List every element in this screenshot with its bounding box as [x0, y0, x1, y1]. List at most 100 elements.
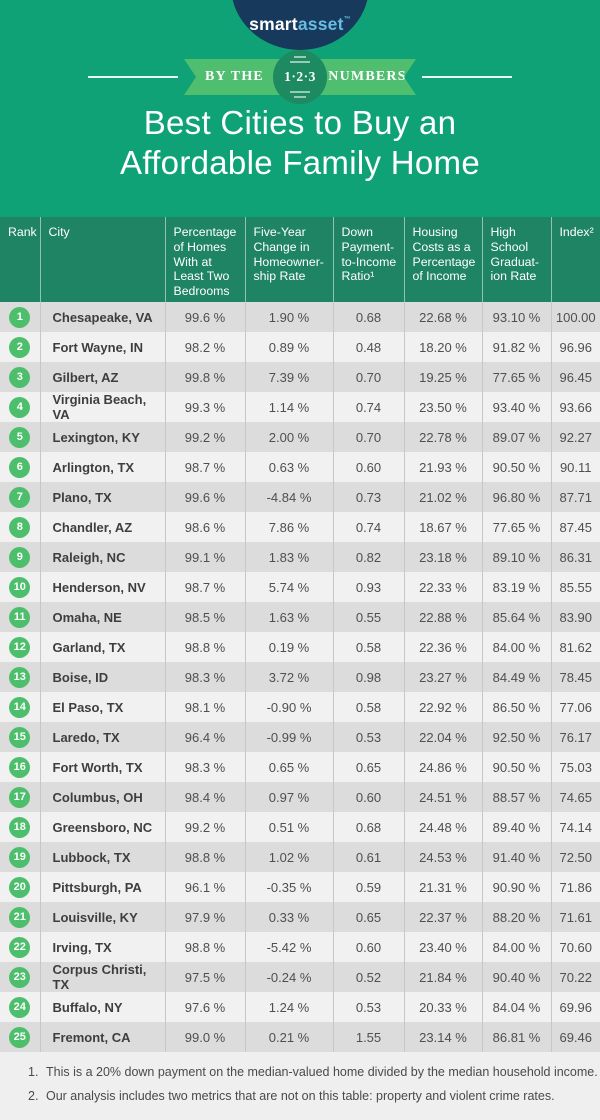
index-cell: 86.31: [551, 542, 600, 572]
rank-badge: 14: [9, 696, 31, 718]
pct-two-bedrooms-cell: 99.1 %: [165, 542, 246, 572]
five-year-change-cell: 7.86 %: [245, 512, 334, 542]
rank-cell: 13: [0, 662, 41, 692]
down-payment-ratio-cell: 0.58: [333, 632, 405, 662]
down-payment-ratio-cell: 0.60: [333, 932, 405, 962]
city-cell: Omaha, NE: [40, 602, 166, 632]
rank-cell: 2: [0, 332, 41, 362]
housing-costs-cell: 24.51 %: [404, 782, 483, 812]
down-payment-ratio-cell: 0.61: [333, 842, 405, 872]
down-payment-ratio-cell: 1.55: [333, 1022, 405, 1052]
housing-costs-cell: 18.20 %: [404, 332, 483, 362]
housing-costs-cell: 18.67 %: [404, 512, 483, 542]
pct-two-bedrooms-cell: 97.6 %: [165, 992, 246, 1022]
city-cell: Lubbock, TX: [40, 842, 166, 872]
index-cell: 87.71: [551, 482, 600, 512]
banner-left-line: [88, 76, 178, 78]
rank-cell: 20: [0, 872, 41, 902]
pct-two-bedrooms-cell: 98.3 %: [165, 662, 246, 692]
city-cell: Plano, TX: [40, 482, 166, 512]
hs-grad-rate-cell: 89.40 %: [482, 812, 552, 842]
column-header-4: Five-Year Change in Homeowner- ship Rate: [245, 217, 334, 302]
rank-cell: 25: [0, 1022, 41, 1052]
housing-costs-cell: 22.04 %: [404, 722, 483, 752]
index-cell: 96.45: [551, 362, 600, 392]
table-row: 25 Fremont, CA 99.0 % 0.21 % 1.55 23.14 % 86.8…: [0, 1022, 600, 1052]
rank-badge: 22: [9, 936, 31, 958]
pct-two-bedrooms-cell: 98.6 %: [165, 512, 246, 542]
rank-cell: 18: [0, 812, 41, 842]
city-cell: Columbus, OH: [40, 782, 166, 812]
housing-costs-cell: 22.37 %: [404, 902, 483, 932]
housing-costs-cell: 19.25 %: [404, 362, 483, 392]
city-cell: Henderson, NV: [40, 572, 166, 602]
index-cell: 74.14: [551, 812, 600, 842]
table-row: 1 Chesapeake, VA 99.6 % 1.90 % 0.68 22.68 % 93…: [0, 302, 600, 332]
housing-costs-cell: 23.27 %: [404, 662, 483, 692]
housing-costs-cell: 24.48 %: [404, 812, 483, 842]
housing-costs-cell: 21.02 %: [404, 482, 483, 512]
five-year-change-cell: 5.74 %: [245, 572, 334, 602]
rank-badge: 16: [9, 756, 31, 778]
table-row: 12 Garland, TX 98.8 % 0.19 % 0.58 22.36 % 84.0…: [0, 632, 600, 662]
hs-grad-rate-cell: 84.00 %: [482, 632, 552, 662]
table-row: 5 Lexington, KY 99.2 % 2.00 % 0.70 22.78 % 89.…: [0, 422, 600, 452]
rank-badge: 15: [9, 726, 31, 748]
rank-cell: 6: [0, 452, 41, 482]
city-cell: Boise, ID: [40, 662, 166, 692]
down-payment-ratio-cell: 0.65: [333, 902, 405, 932]
housing-costs-cell: 23.14 %: [404, 1022, 483, 1052]
pct-two-bedrooms-cell: 99.3 %: [165, 392, 246, 422]
table-row: 4 Virginia Beach, VA 99.3 % 1.14 % 0.74 23.50…: [0, 392, 600, 422]
hs-grad-rate-cell: 91.82 %: [482, 332, 552, 362]
hs-grad-rate-cell: 84.04 %: [482, 992, 552, 1022]
rank-cell: 5: [0, 422, 41, 452]
housing-costs-cell: 22.33 %: [404, 572, 483, 602]
pct-two-bedrooms-cell: 99.2 %: [165, 422, 246, 452]
rank-cell: 9: [0, 542, 41, 572]
pct-two-bedrooms-cell: 98.7 %: [165, 452, 246, 482]
down-payment-ratio-cell: 0.60: [333, 782, 405, 812]
city-cell: Lexington, KY: [40, 422, 166, 452]
five-year-change-cell: 0.19 %: [245, 632, 334, 662]
pct-two-bedrooms-cell: 99.6 %: [165, 302, 246, 332]
five-year-change-cell: 0.21 %: [245, 1022, 334, 1052]
five-year-change-cell: 0.63 %: [245, 452, 334, 482]
five-year-change-cell: 1.83 %: [245, 542, 334, 572]
page-title-line2: Affordable Family Home: [120, 144, 480, 182]
column-header-1: Rank: [0, 217, 41, 302]
hs-grad-rate-cell: 93.40 %: [482, 392, 552, 422]
hs-grad-rate-cell: 86.50 %: [482, 692, 552, 722]
rank-badge: 4: [9, 396, 31, 418]
column-header-7: High School Graduat- ion Rate: [482, 217, 552, 302]
down-payment-ratio-cell: 0.74: [333, 392, 405, 422]
rank-badge: 2: [9, 336, 31, 358]
housing-costs-cell: 23.40 %: [404, 932, 483, 962]
five-year-change-cell: 0.89 %: [245, 332, 334, 362]
down-payment-ratio-cell: 0.70: [333, 362, 405, 392]
rank-cell: 16: [0, 752, 41, 782]
pct-two-bedrooms-cell: 98.8 %: [165, 932, 246, 962]
column-header-3: Percentage of Homes With at Least Two Be…: [165, 217, 246, 302]
column-header-2: City: [40, 217, 166, 302]
rank-cell: 3: [0, 362, 41, 392]
index-cell: 92.27: [551, 422, 600, 452]
footnote-number: 2.: [28, 1088, 39, 1103]
index-cell: 90.11: [551, 452, 600, 482]
five-year-change-cell: 2.00 %: [245, 422, 334, 452]
index-cell: 76.17: [551, 722, 600, 752]
column-header-6: Housing Costs as a Percentage of Income: [404, 217, 483, 302]
rank-badge: 5: [9, 426, 31, 448]
down-payment-ratio-cell: 0.52: [333, 962, 405, 992]
banner-label-by-the: BY THE: [205, 69, 264, 84]
circle-decor-line: [294, 96, 306, 98]
table-row: 18 Greensboro, NC 99.2 % 0.51 % 0.68 24.48 % 8…: [0, 812, 600, 842]
hs-grad-rate-cell: 85.64 %: [482, 602, 552, 632]
five-year-change-cell: 0.33 %: [245, 902, 334, 932]
hs-grad-rate-cell: 92.50 %: [482, 722, 552, 752]
rank-cell: 19: [0, 842, 41, 872]
five-year-change-cell: 0.65 %: [245, 752, 334, 782]
table-row: 2 Fort Wayne, IN 98.2 % 0.89 % 0.48 18.20 % 91…: [0, 332, 600, 362]
table-row: 10 Henderson, NV 98.7 % 5.74 % 0.93 22.33 % 83…: [0, 572, 600, 602]
